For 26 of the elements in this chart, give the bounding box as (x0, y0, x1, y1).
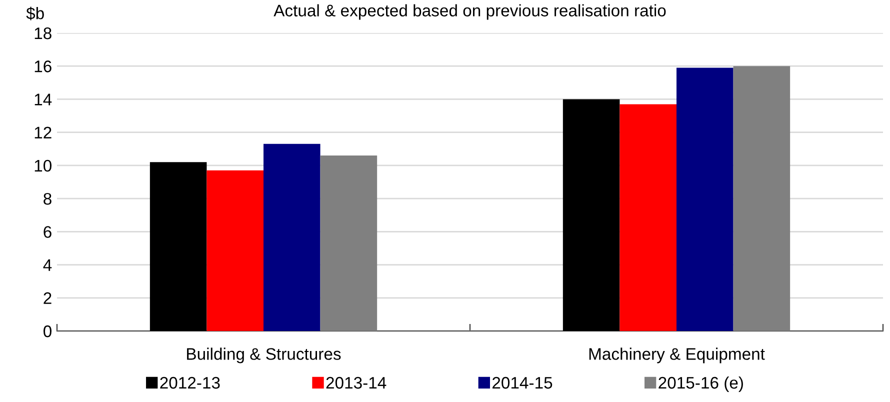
x-tick-label: Building & Structures (187, 348, 341, 364)
legend-label: 2015-16 (e) (658, 376, 743, 392)
bar (320, 156, 378, 331)
bar (676, 68, 734, 331)
bar (206, 170, 264, 331)
y-tick-label: 10 (34, 160, 52, 172)
bar (150, 162, 207, 331)
legend-label: 2013-14 (326, 376, 386, 389)
bar (562, 99, 620, 331)
y-tick-label: 8 (44, 192, 52, 205)
y-tick-label: 2 (44, 292, 52, 304)
y-tick-label: 16 (34, 60, 52, 72)
bar (264, 144, 320, 331)
y-tick-label: 4 (43, 259, 52, 271)
chart-title: Actual & expected based on previous realisation ratio (274, 4, 666, 20)
y-tick-label: 0 (44, 325, 52, 338)
legend-label: 2012-13 (160, 376, 220, 389)
legend-label: 2014-15 (492, 376, 552, 389)
y-tick-label: 18 (34, 27, 52, 40)
y-axis-title: $b (26, 6, 44, 20)
bar (620, 104, 676, 331)
y-tick-label: 12 (34, 126, 52, 138)
y-tick-label: 14 (34, 94, 52, 106)
y-tick-label: 6 (44, 226, 52, 238)
x-tick-label: Machinery & Equipment (589, 348, 765, 364)
bar (733, 66, 790, 331)
